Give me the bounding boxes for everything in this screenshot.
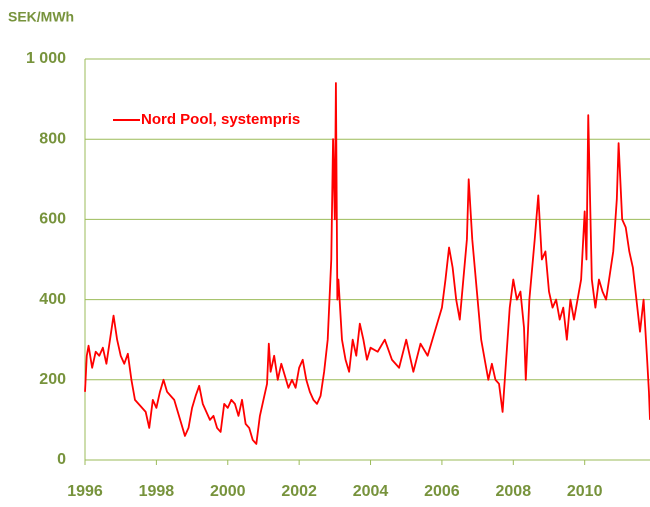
x-tick-label: 2006 (424, 483, 460, 500)
x-tick-label: 2008 (496, 483, 532, 500)
y-tick-label: 200 (39, 371, 66, 388)
series-line (84, 82, 650, 445)
y-tick-label: 0 (57, 451, 66, 468)
y-tick-label: 400 (39, 291, 66, 308)
x-tick-label: 1996 (67, 483, 103, 500)
x-tick-label: 1998 (139, 483, 175, 500)
x-tick-label: 2010 (567, 483, 603, 500)
x-tick-label: 2004 (353, 483, 389, 500)
y-axis-title: SEK/MWh (8, 9, 74, 25)
legend-label: Nord Pool, systempris (141, 111, 300, 128)
y-tick-label: 600 (39, 211, 66, 228)
y-tick-label: 800 (39, 130, 66, 147)
x-tick-label: 2000 (210, 483, 246, 500)
y-tick-label: 1 000 (26, 50, 66, 67)
x-tick-label: 2002 (281, 483, 317, 500)
